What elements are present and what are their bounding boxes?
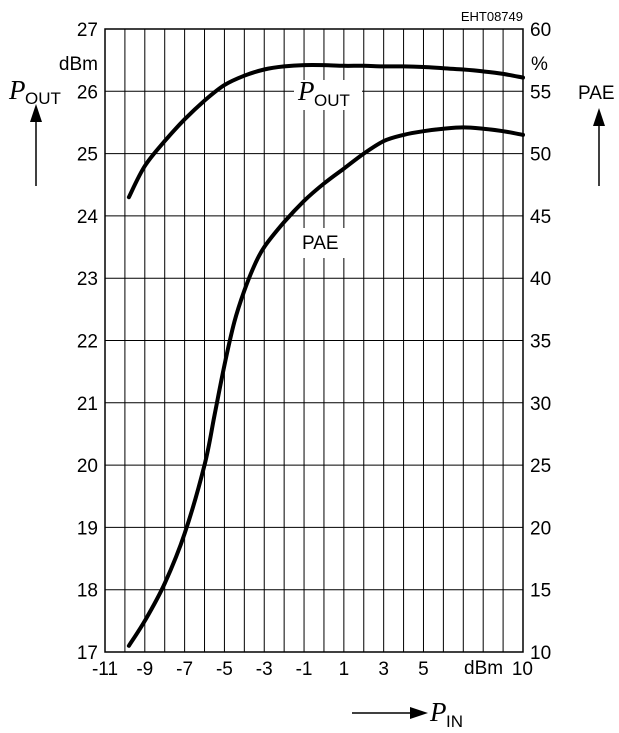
left-axis-unit: dBm [59, 54, 98, 75]
pae-series-label: PAE [302, 233, 339, 254]
left-tick-label: 23 [77, 269, 98, 290]
pout-series-line [126, 62, 525, 200]
figure-code: EHT08749 [461, 9, 523, 24]
right-tick-label: 15 [530, 581, 551, 602]
x-tick-label: 5 [418, 659, 429, 680]
right-axis-arrow-icon [593, 108, 605, 186]
right-tick-label: 20 [530, 518, 551, 539]
x-tick-label: -9 [136, 659, 153, 680]
x-axis-symbol: P [429, 697, 447, 727]
pout-series-label-bg [294, 80, 362, 110]
pout-series-label: P OUT [297, 76, 350, 110]
left-tick-label: 17 [77, 643, 98, 664]
right-tick-label: 60 [530, 20, 551, 41]
right-tick-label: 45 [530, 207, 551, 228]
right-tick-label: 55 [530, 82, 551, 103]
right-tick-label: 30 [530, 394, 551, 415]
right-tick-label: 50 [530, 145, 551, 166]
x-tick-label: 10 [512, 659, 533, 680]
plot-border [104, 28, 524, 653]
x-tick-label: -3 [256, 659, 273, 680]
left-tick-label: 27 [77, 20, 98, 41]
left-axis-symbol: P [8, 75, 26, 105]
x-axis-subscript: IN [446, 712, 463, 731]
x-tick-label: -7 [176, 659, 193, 680]
x-axis-arrow-icon [352, 707, 428, 719]
right-axis-unit: % [531, 54, 548, 75]
right-tick-label: 40 [530, 269, 551, 290]
x-tick-label: -5 [216, 659, 233, 680]
left-axis-arrow-icon [30, 104, 42, 186]
left-tick-label: 24 [77, 207, 99, 228]
right-tick-label: 25 [530, 456, 551, 477]
left-axis-label: P OUT [8, 75, 61, 108]
left-tick-label: 22 [77, 332, 98, 353]
x-tick-label: -11 [92, 659, 118, 680]
grid-lines [105, 29, 523, 652]
x-tick-label: 3 [378, 659, 389, 680]
x-tick-label: -1 [296, 659, 313, 680]
x-axis-tick-labels: -11 -9 -7 -5 -3 -1 1 3 5 10 [92, 659, 533, 680]
x-axis-unit: dBm [464, 658, 503, 679]
right-axis-tick-labels: 10 15 20 25 30 35 40 45 50 55 60 [530, 20, 551, 664]
left-tick-label: 19 [77, 518, 98, 539]
left-axis-subscript: OUT [25, 89, 61, 108]
left-tick-label: 25 [77, 145, 98, 166]
plot-frame [104, 28, 524, 653]
right-axis-label: PAE [578, 83, 615, 104]
x-tick-label: 1 [339, 659, 350, 680]
x-axis-label: P IN [429, 697, 463, 731]
left-tick-label: 26 [77, 82, 98, 103]
right-tick-label: 10 [530, 643, 551, 664]
pae-series-label-bg [298, 228, 348, 258]
left-axis-tick-labels: 17 18 19 20 21 22 23 24 25 26 27 [77, 20, 99, 664]
pout-series-label-subscript: OUT [314, 91, 350, 110]
pout-series-label-symbol: P [297, 76, 315, 106]
left-tick-label: 20 [77, 456, 98, 477]
pae-series-line [126, 125, 525, 648]
left-tick-label: 18 [77, 581, 98, 602]
series-layer [126, 62, 525, 648]
right-tick-label: 35 [530, 332, 551, 353]
left-tick-label: 21 [77, 394, 98, 415]
